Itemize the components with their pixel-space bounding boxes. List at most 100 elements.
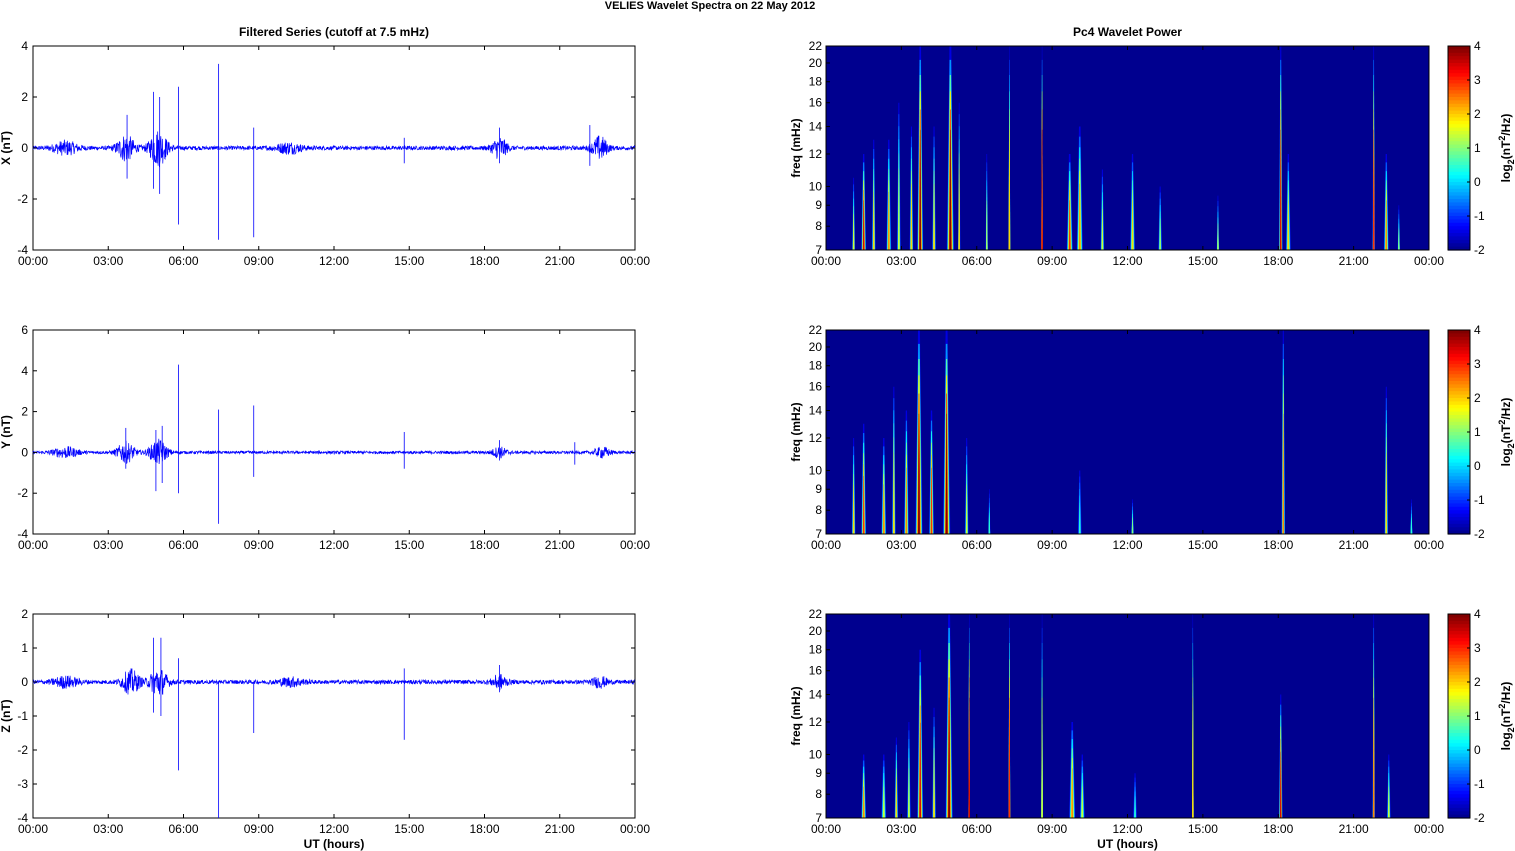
x-power-colorbar-segment: [1448, 114, 1470, 118]
z-series-frame: [32, 613, 636, 819]
z-power-colorbar-segment: [1448, 790, 1470, 795]
x-power-xtick-label: 03:00: [886, 254, 916, 268]
y-power-colorbar-segment: [1448, 387, 1470, 392]
z-power-xtick-label: 06:00: [962, 822, 992, 836]
y-power-ytick-label: 16: [809, 380, 823, 394]
z-power-colorbar-tick-label: -1: [1474, 777, 1485, 791]
z-power-power-event: [968, 697, 971, 818]
z-series-xtick-label: 18:00: [469, 822, 499, 836]
z-power-colorbar-segment: [1448, 624, 1470, 629]
x-power-colorbar-segment: [1448, 69, 1470, 74]
y-power-colorbar-segment: [1448, 506, 1470, 511]
z-power-colorbar-segment: [1448, 784, 1470, 788]
z-power-colorbar-segment: [1448, 814, 1470, 819]
x-power-colorbar-segment: [1448, 127, 1470, 132]
y-power-xtick-label: 00:00: [811, 538, 841, 552]
z-power-power-event: [895, 777, 898, 818]
x-power-power-event: [919, 129, 922, 250]
x-power-power-event: [862, 200, 865, 250]
y-power-ylabel: freq (mHz): [789, 402, 803, 461]
x-power-ytick-label: 9: [815, 198, 822, 212]
z-power-colorbar-segment: [1448, 692, 1470, 697]
x-power-title: Pc4 Wavelet Power: [1073, 25, 1182, 39]
z-power-power-event: [1071, 768, 1074, 818]
z-series-panel: -4 -3 -2 -1 0 1 2 00:00 03:00 06:00 09:00 12:00 15:0…: [0, 607, 650, 851]
x-power-colorbar-segment: [1448, 93, 1470, 98]
z-power-colorbar-segment: [1448, 739, 1470, 744]
x-power-power-event: [852, 213, 855, 250]
y-power-colorbar-segment: [1448, 530, 1470, 535]
y-power-ytick-label: 7: [815, 527, 822, 541]
x-power-background: [826, 46, 1429, 250]
y-power-xtick-label: 18:00: [1263, 538, 1293, 552]
y-power-ytick-label: 9: [815, 482, 822, 496]
y-power-colorbar-segment: [1448, 469, 1470, 474]
x-power-ytick-label: 14: [809, 120, 823, 134]
y-power-colorbar-segment: [1448, 442, 1470, 447]
x-power-xtick-label: 00:00: [811, 254, 841, 268]
x-power-xtick-label: 06:00: [962, 254, 992, 268]
y-power-colorbar-tick-label: -1: [1474, 493, 1485, 507]
y-series-ytick-label: -2: [17, 486, 28, 500]
y-power-colorbar-segment: [1448, 476, 1470, 481]
x-series-xtick-label: 21:00: [545, 254, 575, 268]
x-power-colorbar-segment: [1448, 137, 1470, 142]
z-power-colorbar-segment: [1448, 767, 1470, 771]
x-power-ytick-label: 12: [809, 147, 823, 161]
x-power-colorbar-segment: [1448, 188, 1470, 193]
x-power-colorbar-segment: [1448, 100, 1470, 105]
y-power-colorbar-segment: [1448, 340, 1470, 345]
z-series-ytick-label: 2: [21, 607, 28, 621]
z-power-power-event: [1388, 786, 1390, 818]
x-power-colorbar-segment: [1448, 83, 1470, 88]
z-power-colorbar-tick-label: 4: [1474, 607, 1481, 621]
x-power-colorbar-segment: [1448, 158, 1470, 163]
y-power-colorbar-segment: [1448, 333, 1470, 338]
x-power-colorbar-segment: [1448, 76, 1470, 81]
y-power-xtick-label: 15:00: [1188, 538, 1218, 552]
z-power-colorbar-segment: [1448, 726, 1470, 731]
z-power-power-event: [933, 759, 935, 818]
x-power-colorbar-segment: [1448, 134, 1470, 139]
x-power-colorbar-segment: [1448, 233, 1470, 237]
x-power-colorbar-segment: [1448, 209, 1470, 214]
z-power-colorbar-segment: [1448, 770, 1470, 775]
z-series-ytick-label: -2: [17, 743, 28, 757]
y-power-power-event: [930, 467, 933, 534]
y-power-colorbar-segment: [1448, 391, 1470, 396]
y-power-xtick-label: 21:00: [1339, 538, 1369, 552]
z-power-ytick-label: 16: [809, 664, 823, 678]
y-series-xtick-label: 00:00: [18, 538, 48, 552]
x-power-power-event: [986, 200, 988, 250]
x-power-colorbar-segment: [1448, 66, 1470, 71]
z-power-colorbar-tick-label: 1: [1474, 709, 1481, 723]
z-power-power-event: [1192, 697, 1194, 818]
y-series-ytick-label: 0: [21, 445, 28, 459]
z-power-ytick-label: 12: [809, 715, 823, 729]
y-power-ytick-label: 14: [809, 404, 823, 418]
x-power-xtick-label: 12:00: [1112, 254, 1142, 268]
y-series-xtick-label: 18:00: [469, 538, 499, 552]
z-power-ytick-label: 22: [809, 607, 823, 621]
y-power-colorbar-segment: [1448, 425, 1470, 430]
x-power-colorbar-segment: [1448, 90, 1470, 95]
x-power-colorbar-segment: [1448, 59, 1470, 64]
z-power-colorbar-segment: [1448, 750, 1470, 754]
x-power-colorbar-tick-label: -1: [1474, 209, 1485, 223]
z-power-xtick-label: 00:00: [811, 822, 841, 836]
y-power-ytick-label: 12: [809, 431, 823, 445]
y-power-xtick-label: 03:00: [886, 538, 916, 552]
z-power-ylabel: freq (mHz): [789, 686, 803, 745]
z-power-colorbar-segment: [1448, 804, 1470, 809]
x-power-colorbar-tick-label: -2: [1474, 243, 1485, 257]
z-power-colorbar-tick-label: 2: [1474, 675, 1481, 689]
x-power-colorbar-segment: [1448, 182, 1470, 186]
x-series-ytick-label: 0: [21, 141, 28, 155]
z-power-power-event: [1372, 697, 1375, 818]
z-power-colorbar-segment: [1448, 719, 1470, 724]
x-power-colorbar-segment: [1448, 185, 1470, 190]
y-power-ytick-label: 10: [809, 463, 823, 477]
x-series-title: Filtered Series (cutoff at 7.5 mHz): [239, 25, 429, 39]
y-power-colorbar-segment: [1448, 421, 1470, 426]
